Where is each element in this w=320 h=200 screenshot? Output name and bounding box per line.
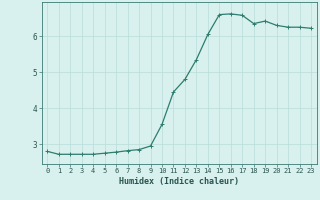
X-axis label: Humidex (Indice chaleur): Humidex (Indice chaleur) [119,177,239,186]
